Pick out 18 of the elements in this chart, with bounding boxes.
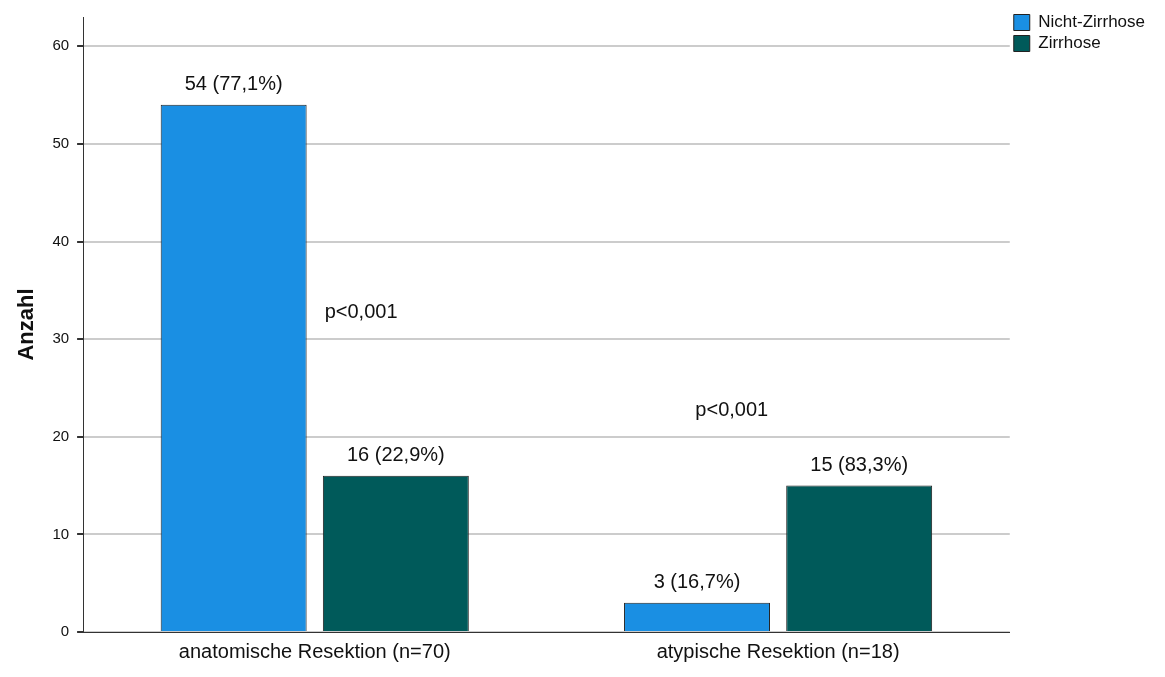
y-tick-label: 50 xyxy=(52,134,70,152)
legend-label: Zirrhose xyxy=(1038,33,1101,53)
data-label: 16 (22,9%) xyxy=(346,443,445,466)
annotation: p<0,001 xyxy=(695,398,769,421)
x-tick-label: anatomische Resektion (n=70) xyxy=(178,639,451,662)
y-tick-label: 40 xyxy=(52,231,70,249)
y-tick-label: 60 xyxy=(52,36,70,54)
x-tick-label: atypische Resektion (n=18) xyxy=(656,639,900,662)
legend-label: Nicht-Zirrhose xyxy=(1038,12,1146,32)
y-tick-label: 30 xyxy=(52,329,70,347)
y-axis-title: Anzahl xyxy=(13,288,39,361)
data-label: 54 (77,1%) xyxy=(184,72,283,95)
data-label: 15 (83,3%) xyxy=(810,453,909,476)
y-tick-label: 20 xyxy=(52,426,70,444)
y-tick-label: 0 xyxy=(60,622,70,640)
data-label: 3 (16,7%) xyxy=(653,570,741,593)
annotation: p<0,001 xyxy=(324,299,398,322)
y-tick-label: 10 xyxy=(52,524,70,542)
